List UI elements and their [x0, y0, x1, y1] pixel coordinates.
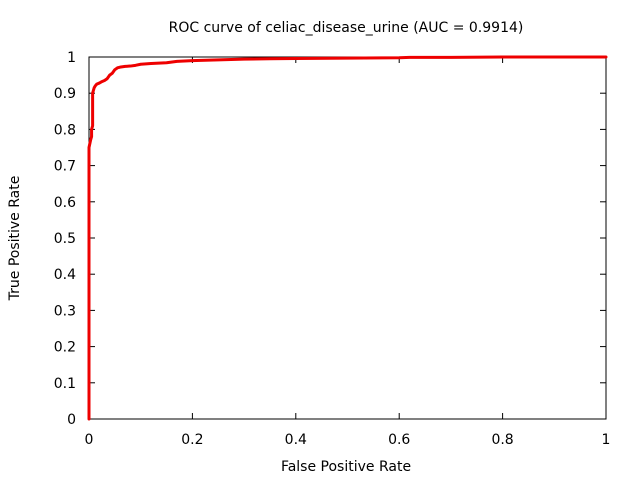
x-axis-label: False Positive Rate — [281, 459, 411, 475]
x-tick-label: 1 — [602, 432, 611, 448]
y-tick-label: 0.5 — [54, 231, 76, 247]
x-tick-label: 0 — [85, 432, 94, 448]
y-tick-label: 0.9 — [54, 86, 76, 102]
roc-curve-line — [87, 55, 608, 421]
x-tick-label: 0.8 — [491, 432, 513, 448]
y-tick-label: 0.1 — [54, 376, 76, 392]
plot-frame — [88, 56, 607, 420]
y-axis-label: True Positive Rate — [7, 176, 23, 302]
y-tick-label: 0.8 — [54, 122, 76, 138]
y-tick-label: 0.3 — [54, 303, 76, 319]
y-axis-ticks — [89, 56, 606, 420]
x-tick-label: 0.6 — [388, 432, 410, 448]
y-axis-tick-labels: 0 0.1 0.2 0.3 0.4 0.5 0.6 0.7 0.8 0.9 1 — [54, 50, 76, 428]
x-tick-label: 0.2 — [181, 432, 203, 448]
y-tick-label: 0 — [67, 412, 76, 428]
y-tick-label: 0.7 — [54, 159, 76, 175]
y-tick-label: 0.2 — [54, 340, 76, 356]
y-tick-label: 1 — [67, 50, 76, 66]
chart-title: ROC curve of celiac_disease_urine (AUC =… — [169, 20, 524, 36]
x-axis-ticks — [88, 57, 607, 419]
y-tick-label: 0.4 — [54, 267, 76, 283]
x-axis-tick-labels: 0 0.2 0.4 0.6 0.8 1 — [85, 432, 611, 448]
y-tick-label: 0.6 — [54, 195, 76, 211]
x-tick-label: 0.4 — [285, 432, 307, 448]
